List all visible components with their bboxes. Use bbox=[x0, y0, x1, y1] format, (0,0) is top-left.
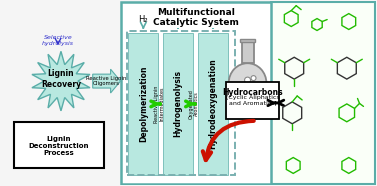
Text: Depolymerization: Depolymerization bbox=[139, 66, 148, 142]
Text: H₂: H₂ bbox=[138, 15, 148, 23]
FancyBboxPatch shape bbox=[226, 82, 279, 119]
FancyBboxPatch shape bbox=[271, 2, 375, 184]
Text: Oxygenated
Aromatics: Oxygenated Aromatics bbox=[188, 89, 199, 119]
Text: Lignin
Recovery: Lignin Recovery bbox=[41, 69, 81, 89]
Text: H₂: H₂ bbox=[208, 15, 218, 23]
FancyBboxPatch shape bbox=[14, 122, 104, 169]
Ellipse shape bbox=[229, 63, 267, 103]
Text: (Cyclic Aliphatics
and Aromatics): (Cyclic Aliphatics and Aromatics) bbox=[226, 95, 279, 106]
FancyBboxPatch shape bbox=[129, 33, 158, 175]
Text: Reactive Lignin
Oligomers: Reactive Lignin Oligomers bbox=[86, 76, 127, 86]
FancyBboxPatch shape bbox=[163, 33, 193, 175]
Text: Multifunctional
Catalytic System: Multifunctional Catalytic System bbox=[153, 8, 239, 27]
FancyBboxPatch shape bbox=[198, 33, 228, 175]
Text: Reactive Lignin
Intermediates: Reactive Lignin Intermediates bbox=[154, 85, 165, 123]
Text: Hydrogenolysis: Hydrogenolysis bbox=[173, 70, 182, 137]
FancyArrowPatch shape bbox=[203, 121, 254, 160]
Polygon shape bbox=[93, 69, 121, 93]
Text: H₂: H₂ bbox=[173, 15, 183, 23]
Circle shape bbox=[237, 83, 244, 89]
Circle shape bbox=[251, 76, 256, 81]
Circle shape bbox=[245, 77, 251, 83]
FancyBboxPatch shape bbox=[121, 2, 271, 184]
Polygon shape bbox=[32, 51, 90, 111]
Text: Hydrocarbons: Hydrocarbons bbox=[222, 88, 283, 97]
FancyBboxPatch shape bbox=[242, 41, 253, 63]
Text: Hydrodeoxygenation: Hydrodeoxygenation bbox=[208, 59, 217, 149]
Text: Selective
hydrolysis: Selective hydrolysis bbox=[42, 36, 74, 46]
FancyBboxPatch shape bbox=[240, 39, 256, 42]
Circle shape bbox=[242, 91, 247, 95]
Circle shape bbox=[253, 88, 257, 92]
Text: Lignin
Deconstruction
Process: Lignin Deconstruction Process bbox=[29, 136, 89, 156]
